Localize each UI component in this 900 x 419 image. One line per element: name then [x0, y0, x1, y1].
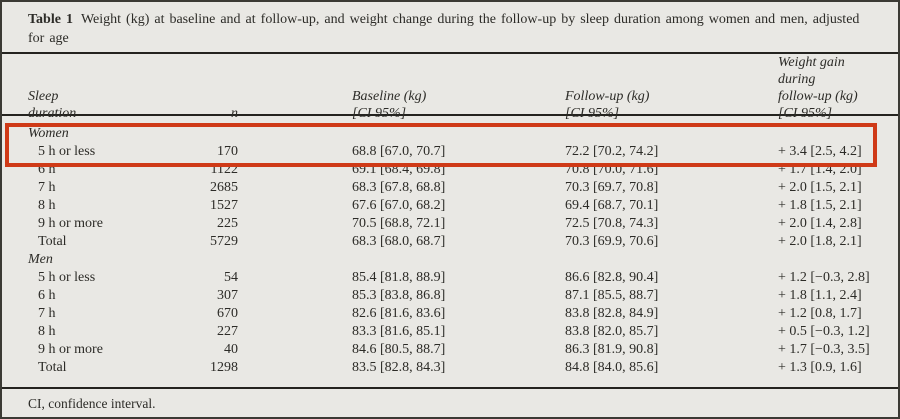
- sleep-duration-cell: 5 h or less: [38, 270, 96, 285]
- followup-cell: 83.8 [82.8, 84.9]: [565, 306, 659, 321]
- table-row: 7 h 2685 68.3 [67.8, 68.8] 70.3 [69.7, 7…: [28, 179, 876, 197]
- sleep-duration-cell: 7 h: [38, 180, 56, 195]
- n-cell: 54: [224, 270, 238, 285]
- baseline-cell: 83.5 [82.8, 84.3]: [352, 360, 446, 375]
- column-header-baseline: Baseline (kg) [CI 95%]: [352, 89, 427, 121]
- column-header-weight-gain: Weight gain during follow-up (kg) [CI 95…: [778, 55, 858, 121]
- table-caption-line2: for age: [28, 31, 69, 46]
- baseline-cell: 82.6 [81.6, 83.6]: [352, 306, 446, 321]
- n-cell: 5729: [210, 234, 238, 249]
- table-row: 5 h or less 54 85.4 [81.8, 88.9] 86.6 [8…: [28, 269, 876, 287]
- weight-gain-cell: + 1.3 [0.9, 1.6]: [778, 360, 862, 375]
- sleep-duration-cell: 9 h or more: [38, 216, 103, 231]
- table-row: 8 h 1527 67.6 [67.0, 68.2] 69.4 [68.7, 7…: [28, 197, 876, 215]
- baseline-cell: 69.1 [68.4, 69.8]: [352, 162, 446, 177]
- table-row-total: Total 5729 68.3 [68.0, 68.7] 70.3 [69.9,…: [28, 233, 876, 251]
- n-cell: 170: [217, 144, 238, 159]
- section-label: Women: [28, 126, 69, 141]
- table-caption-line1: Table 1 Weight (kg) at baseline and at fo…: [28, 12, 859, 27]
- followup-cell: 84.8 [84.0, 85.6]: [565, 360, 659, 375]
- weight-gain-cell: + 3.4 [2.5, 4.2]: [778, 144, 862, 159]
- table-caption-text: Weight (kg) at baseline and at follow-up…: [80, 12, 860, 27]
- table-number-label: Table 1: [28, 12, 73, 27]
- sleep-duration-cell: 8 h: [38, 198, 56, 213]
- table-row: 5 h or less 170 68.8 [67.0, 70.7] 72.2 […: [28, 143, 876, 161]
- table-caption: Table 1 Weight (kg) at baseline and at fo…: [2, 2, 898, 54]
- baseline-cell: 83.3 [81.6, 85.1]: [352, 324, 446, 339]
- sleep-duration-cell: 7 h: [38, 306, 56, 321]
- section-row-women: Women: [28, 125, 876, 143]
- column-header-sleep-duration: Sleep duration: [28, 89, 77, 121]
- followup-cell: 70.3 [69.7, 70.8]: [565, 180, 659, 195]
- sleep-duration-cell: 5 h or less: [38, 144, 96, 159]
- weight-gain-cell: + 1.7 [−0.3, 3.5]: [778, 342, 870, 357]
- table-row: 6 h 1122 69.1 [68.4, 69.8] 70.8 [70.0, 7…: [28, 161, 876, 179]
- followup-cell: 72.5 [70.8, 74.3]: [565, 216, 659, 231]
- followup-cell: 87.1 [85.5, 88.7]: [565, 288, 659, 303]
- sleep-duration-cell: 8 h: [38, 324, 56, 339]
- followup-cell: 86.6 [82.8, 90.4]: [565, 270, 659, 285]
- weight-gain-cell: + 1.8 [1.5, 2.1]: [778, 198, 862, 213]
- n-cell: 670: [217, 306, 238, 321]
- table-row-total: Total 1298 83.5 [82.8, 84.3] 84.8 [84.0,…: [28, 359, 876, 377]
- column-header-n: n: [231, 106, 238, 121]
- table-footnote: CI, confidence interval.: [28, 396, 156, 411]
- n-cell: 307: [217, 288, 238, 303]
- table-row: 7 h 670 82.6 [81.6, 83.6] 83.8 [82.8, 84…: [28, 305, 876, 323]
- weight-gain-cell: + 2.0 [1.8, 2.1]: [778, 234, 862, 249]
- column-header-followup: Follow-up (kg) [CI 95%]: [565, 89, 650, 121]
- table-header-row: Sleep duration n Baseline (kg) [CI 95%] …: [2, 54, 898, 121]
- weight-gain-cell: + 1.8 [1.1, 2.4]: [778, 288, 862, 303]
- weight-gain-cell: + 0.5 [−0.3, 1.2]: [778, 324, 870, 339]
- weight-gain-cell: + 1.7 [1.4, 2.0]: [778, 162, 862, 177]
- baseline-cell: 70.5 [68.8, 72.1]: [352, 216, 446, 231]
- n-cell: 227: [217, 324, 238, 339]
- n-cell: 2685: [210, 180, 238, 195]
- followup-cell: 70.3 [69.9, 70.6]: [565, 234, 659, 249]
- sleep-duration-cell: 9 h or more: [38, 342, 103, 357]
- baseline-cell: 68.8 [67.0, 70.7]: [352, 144, 446, 159]
- n-cell: 1527: [210, 198, 238, 213]
- followup-cell: 72.2 [70.2, 74.2]: [565, 144, 659, 159]
- section-label: Men: [28, 252, 53, 267]
- baseline-cell: 67.6 [67.0, 68.2]: [352, 198, 446, 213]
- sleep-duration-cell: Total: [38, 360, 67, 375]
- baseline-cell: 84.6 [80.5, 88.7]: [352, 342, 446, 357]
- n-cell: 225: [217, 216, 238, 231]
- weight-gain-cell: + 1.2 [−0.3, 2.8]: [778, 270, 870, 285]
- baseline-cell: 85.3 [83.8, 86.8]: [352, 288, 446, 303]
- followup-cell: 86.3 [81.9, 90.8]: [565, 342, 659, 357]
- table-row: 6 h 307 85.3 [83.8, 86.8] 87.1 [85.5, 88…: [28, 287, 876, 305]
- n-cell: 1122: [210, 162, 238, 177]
- n-cell: 1298: [210, 360, 238, 375]
- section-row-men: Men: [28, 251, 876, 269]
- followup-cell: 70.8 [70.0, 71.6]: [565, 162, 659, 177]
- followup-cell: 83.8 [82.0, 85.7]: [565, 324, 659, 339]
- table-row: 9 h or more 40 84.6 [80.5, 88.7] 86.3 [8…: [28, 341, 876, 359]
- table-row: 8 h 227 83.3 [81.6, 85.1] 83.8 [82.0, 85…: [28, 323, 876, 341]
- table-row: 9 h or more 225 70.5 [68.8, 72.1] 72.5 […: [28, 215, 876, 233]
- baseline-cell: 85.4 [81.8, 88.9]: [352, 270, 446, 285]
- n-cell: 40: [224, 342, 238, 357]
- sleep-duration-cell: 6 h: [38, 162, 56, 177]
- weight-gain-cell: + 2.0 [1.4, 2.8]: [778, 216, 862, 231]
- baseline-cell: 68.3 [68.0, 68.7]: [352, 234, 446, 249]
- weight-gain-cell: + 1.2 [0.8, 1.7]: [778, 306, 862, 321]
- weight-gain-cell: + 2.0 [1.5, 2.1]: [778, 180, 862, 195]
- table-body: Women 5 h or less 170 68.8 [67.0, 70.7] …: [2, 116, 898, 389]
- sleep-duration-cell: Total: [38, 234, 67, 249]
- followup-cell: 69.4 [68.7, 70.1]: [565, 198, 659, 213]
- sleep-duration-cell: 6 h: [38, 288, 56, 303]
- baseline-cell: 68.3 [67.8, 68.8]: [352, 180, 446, 195]
